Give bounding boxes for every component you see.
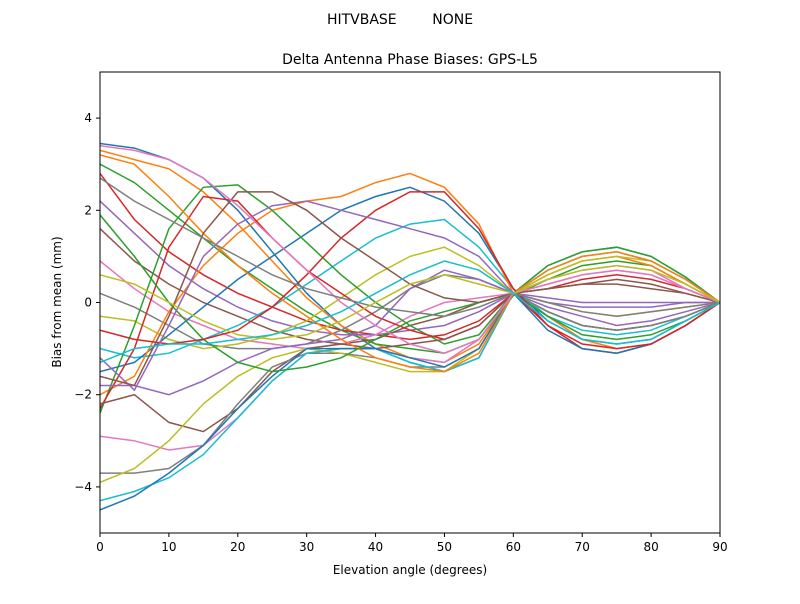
series-line-19 <box>100 255 720 483</box>
y-tick-label: −2 <box>74 388 92 402</box>
series-line-15 <box>100 269 720 396</box>
y-tick-label: 2 <box>84 203 92 217</box>
series-line-21 <box>100 292 720 511</box>
series-line-28 <box>100 177 720 318</box>
series-line-6 <box>100 228 720 345</box>
x-tick-label: 50 <box>437 540 452 554</box>
x-tick-label: 0 <box>96 540 104 554</box>
x-axis-label: Elevation angle (degrees) <box>333 563 487 577</box>
series-line-30 <box>100 260 720 364</box>
series-lines <box>100 142 720 511</box>
x-tick-label: 10 <box>161 540 176 554</box>
series-line-4 <box>100 172 720 341</box>
x-tick-label: 40 <box>368 540 383 554</box>
series-line-27 <box>100 145 720 354</box>
y-tick-label: 4 <box>84 111 92 125</box>
y-tick-label: 0 <box>84 296 92 310</box>
chart-title: Delta Antenna Phase Biases: GPS-L5 <box>282 52 538 68</box>
x-axis: 0 10 20 30 40 50 60 70 80 90 <box>96 533 728 554</box>
x-tick-label: 30 <box>299 540 314 554</box>
series-line-24 <box>100 191 720 350</box>
x-tick-label: 80 <box>643 540 658 554</box>
chart-suptitle: HITVBASE NONE <box>327 12 473 28</box>
x-tick-label: 20 <box>230 540 245 554</box>
series-line-25 <box>100 200 720 392</box>
series-line-29 <box>100 264 720 341</box>
x-tick-label: 60 <box>506 540 521 554</box>
series-line-13 <box>100 184 720 414</box>
x-tick-label: 90 <box>712 540 727 554</box>
y-axis: −4 −2 0 2 4 <box>74 111 100 494</box>
x-tick-label: 70 <box>575 540 590 554</box>
y-tick-label: −4 <box>74 480 92 494</box>
y-axis-label: Bias from mean (mm) <box>50 236 64 367</box>
